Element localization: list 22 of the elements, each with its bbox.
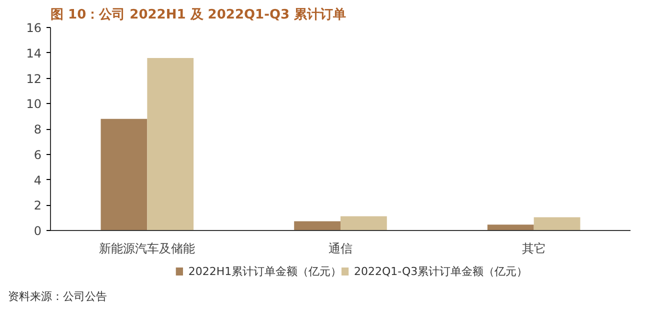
x-tick-label: 通信 xyxy=(328,242,352,256)
x-tick-label: 新能源汽车及储能 xyxy=(99,242,196,256)
y-tick-label: 16 xyxy=(26,21,42,35)
x-tick-label: 其它 xyxy=(522,242,546,256)
bar xyxy=(487,224,534,230)
y-tick-label: 6 xyxy=(34,148,42,162)
y-tick-label: 2 xyxy=(34,198,42,213)
text: 资料来源：公司公告 xyxy=(8,289,107,305)
chart-title: 图 10：公司 2022H1 及 2022Q1-Q3 累计订单 xyxy=(50,6,346,22)
y-tick-label: 12 xyxy=(26,72,42,86)
bar xyxy=(294,221,340,230)
y-tick-label: 0 xyxy=(34,224,42,238)
y-tick-label: 10 xyxy=(26,97,42,112)
legend-label: 2022Q1-Q3累计订单金额（亿元） xyxy=(354,265,528,278)
bar xyxy=(100,118,148,230)
y-tick-label: 8 xyxy=(34,122,42,136)
bar xyxy=(534,217,580,230)
bar xyxy=(147,58,194,230)
bar xyxy=(340,216,387,230)
y-tick-label: 14 xyxy=(26,46,42,60)
legend-label: 2022H1累计订单金额（亿元） xyxy=(188,265,342,278)
y-tick-label: 4 xyxy=(34,173,42,188)
